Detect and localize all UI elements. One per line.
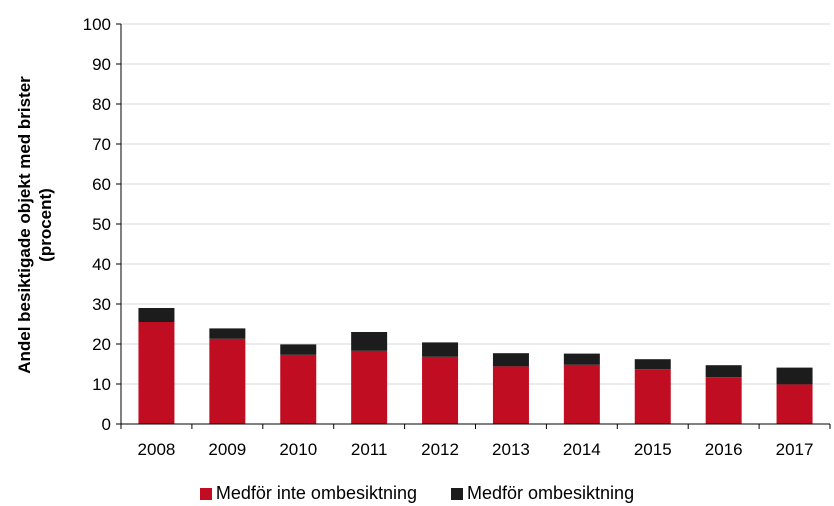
bar-2015-series-2 xyxy=(634,359,671,370)
x-tick-labels: 2008 2009 2010 2011 2012 2013 2014 2015 2016 2017 xyxy=(138,440,814,459)
x-tick-label: 2012 xyxy=(421,440,459,459)
bar-2008-series-2 xyxy=(138,308,175,322)
y-axis-label-line2: (procent) xyxy=(36,188,55,262)
bar-2013-series-2 xyxy=(492,353,529,367)
bar-2017-series-2 xyxy=(776,367,813,385)
x-tick-label: 2008 xyxy=(138,440,176,459)
y-tick-label: 90 xyxy=(92,55,111,74)
bar-2015-series-1 xyxy=(634,369,671,424)
legend-swatch-black xyxy=(451,487,463,500)
x-tick-label: 2014 xyxy=(563,440,601,459)
x-tick-label: 2009 xyxy=(208,440,246,459)
x-tick-label: 2011 xyxy=(351,440,388,459)
y-tick-label: 80 xyxy=(92,95,111,114)
bar-2016-series-1 xyxy=(705,377,742,424)
bar-2013-series-1 xyxy=(492,366,529,424)
legend-label-series-2: Medför ombesiktning xyxy=(467,483,635,503)
y-tick-label: 0 xyxy=(102,415,111,434)
y-tick-label: 70 xyxy=(92,135,111,154)
legend-swatch-red xyxy=(199,487,212,500)
bar-2010-series-2 xyxy=(280,344,317,355)
legend-label-series-1: Medför inte ombesiktning xyxy=(215,483,417,503)
x-tick-label: 2015 xyxy=(634,440,672,459)
bar-2014-series-2 xyxy=(563,353,600,365)
bar-2014-series-1 xyxy=(563,364,600,424)
bar-2008-series-1 xyxy=(138,322,175,424)
bar-2016-series-2 xyxy=(705,365,742,378)
y-tick-label: 30 xyxy=(92,295,111,314)
bar-2011-series-2 xyxy=(351,332,388,351)
x-tick-label: 2010 xyxy=(279,440,317,459)
y-tick-label: 100 xyxy=(83,15,111,34)
x-tick-label: 2017 xyxy=(776,440,814,459)
bar-2009-series-1 xyxy=(209,338,246,424)
y-tick-label: 40 xyxy=(92,255,111,274)
bar-2012-series-1 xyxy=(422,356,459,424)
x-tick-label: 2016 xyxy=(705,440,743,459)
bar-2009-series-2 xyxy=(209,328,246,339)
legend-item-series-1: Medför inte ombesiktning xyxy=(199,483,417,504)
axes xyxy=(116,23,831,429)
bar-2012-series-2 xyxy=(422,342,459,357)
bar-2010-series-1 xyxy=(280,354,317,424)
y-tick-labels: 0 10 20 30 40 50 60 70 80 90 100 xyxy=(83,15,111,434)
legend: Medför inte ombesiktning Medför ombesikt… xyxy=(0,483,834,504)
y-tick-label: 20 xyxy=(92,335,111,354)
y-tick-label: 60 xyxy=(92,175,111,194)
bar-2011-series-1 xyxy=(351,350,388,424)
y-axis-label-line1: Andel besiktigade objekt med brister xyxy=(15,76,34,374)
bars xyxy=(138,308,813,424)
y-tick-label: 10 xyxy=(92,375,111,394)
x-tick-label: 2013 xyxy=(492,440,530,459)
y-tick-label: 50 xyxy=(92,215,111,234)
legend-item-series-2: Medför ombesiktning xyxy=(451,483,634,504)
bar-2017-series-1 xyxy=(776,384,813,424)
